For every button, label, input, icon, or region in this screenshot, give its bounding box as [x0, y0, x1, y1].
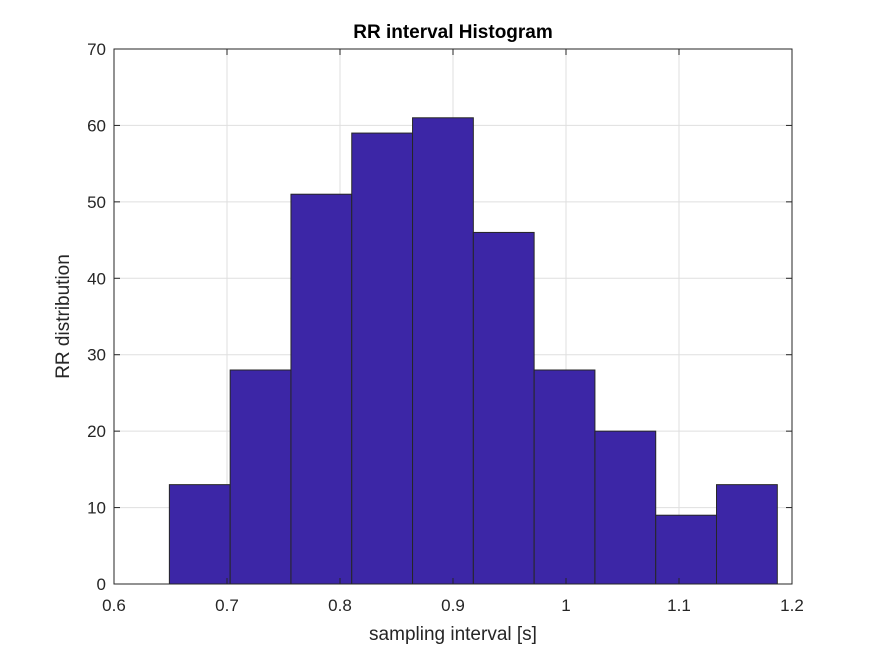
histogram-bar [533, 369, 596, 585]
x-tick-labels: 0.6 0.7 0.8 0.9 1 1.1 1.2 [102, 596, 804, 615]
histogram-bar [351, 132, 414, 585]
histogram-bar [229, 369, 292, 585]
x-tick-label: 1.1 [667, 596, 691, 615]
y-axis-label: RR distribution [53, 254, 74, 379]
histogram-bar [716, 484, 778, 585]
x-tick-label: 1.2 [780, 596, 804, 615]
y-tick-labels: 0 10 20 30 40 50 60 70 [87, 40, 106, 594]
y-tick-label: 60 [87, 116, 106, 135]
x-tick-label: 0.6 [102, 596, 126, 615]
histogram-bar [655, 514, 718, 585]
y-tick-label: 30 [87, 346, 106, 365]
axis-ticks [113, 48, 793, 585]
histogram-bar [168, 484, 231, 585]
y-tick-label: 40 [87, 269, 106, 288]
histogram-bar [594, 430, 657, 585]
histogram-bars [168, 117, 778, 585]
y-tick-label: 20 [87, 422, 106, 441]
y-tick-label: 70 [87, 40, 106, 59]
histogram-bar [472, 231, 535, 585]
x-tick-label: 0.8 [328, 596, 352, 615]
histogram-bar [412, 117, 474, 585]
x-tick-label: 0.9 [441, 596, 465, 615]
y-tick-label: 0 [97, 575, 106, 594]
x-tick-label: 0.7 [215, 596, 239, 615]
x-tick-label: 1 [561, 596, 570, 615]
chart-title: RR interval Histogram [353, 22, 553, 43]
histogram-bar [290, 193, 353, 585]
x-axis-label: sampling interval [s] [369, 624, 537, 645]
y-tick-label: 10 [87, 499, 106, 518]
y-tick-label: 50 [87, 193, 106, 212]
